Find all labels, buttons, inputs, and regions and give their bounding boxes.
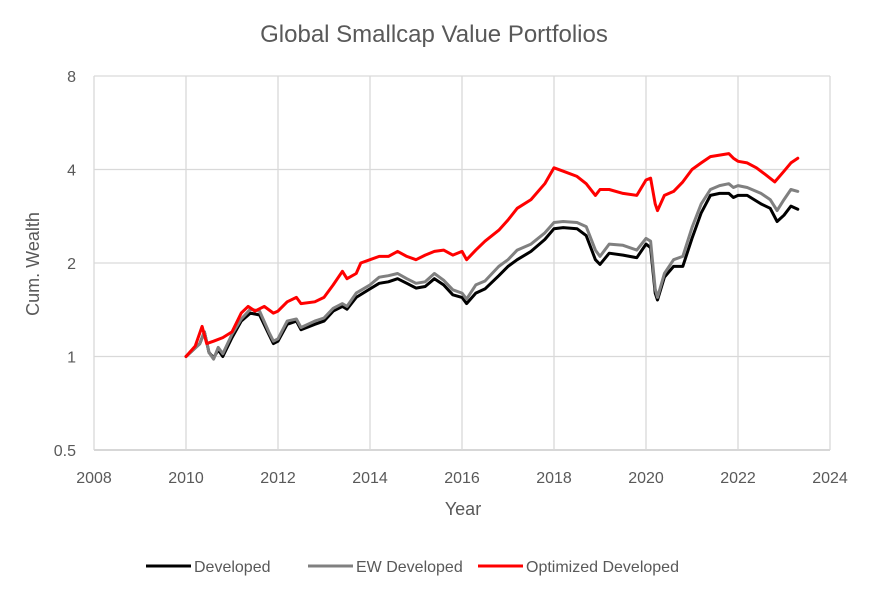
legend-label-1: Developed (194, 559, 271, 576)
x-tick-label: 2016 (444, 470, 480, 487)
y-tick-label: 2 (67, 256, 76, 273)
gridlines (93, 75, 831, 451)
x-tick-label: 2014 (352, 470, 388, 487)
x-tick-label: 2018 (536, 470, 572, 487)
series-lines (184, 152, 800, 361)
y-axis-ticks: 0.5 1 2 4 8 (54, 69, 76, 460)
legend: Developed EW Developed Optimized Developed (146, 559, 679, 576)
x-axis-title: Year (445, 499, 481, 519)
y-tick-label: 8 (67, 69, 76, 86)
x-tick-label: 2024 (812, 470, 848, 487)
y-tick-label: 4 (67, 163, 76, 180)
y-tick-label: 0.5 (54, 443, 76, 460)
x-tick-label: 2008 (76, 470, 112, 487)
series-line-2 (184, 182, 800, 361)
legend-label-2: EW Developed (356, 559, 463, 576)
x-tick-label: 2012 (260, 470, 296, 487)
x-tick-label: 2022 (720, 470, 756, 487)
x-tick-label: 2020 (628, 470, 664, 487)
y-tick-label: 1 (67, 350, 76, 367)
x-tick-label: 2010 (168, 470, 204, 487)
y-axis-title: Cum. Wealth (23, 212, 43, 316)
legend-label-3: Optimized Developed (526, 559, 679, 576)
series-line-3 (184, 152, 800, 358)
chart-title: Global Smallcap Value Portfolios (260, 21, 608, 48)
x-axis-ticks: 2008 2010 2012 2014 2016 2018 2020 2022 2024 (76, 470, 848, 487)
